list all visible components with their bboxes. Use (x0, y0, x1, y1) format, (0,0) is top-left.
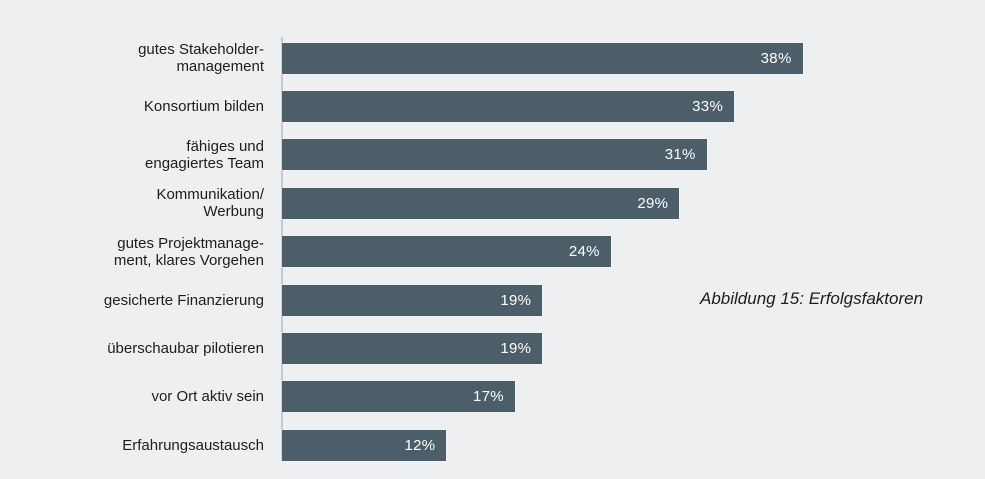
bar-value-label: 12% (404, 436, 436, 454)
bar: 12% (282, 429, 447, 461)
bar-track: 24% (282, 236, 985, 268)
category-label: gutes Projektmanage- ment, klares Vorgeh… (113, 234, 264, 269)
bar: 19% (282, 333, 543, 365)
bar-track: 31% (282, 139, 985, 171)
chart-rows: gutes Stakeholder- management 38% Konsorti… (0, 34, 985, 470)
bar-row: gutes Stakeholder- management 38% (0, 34, 985, 82)
category-label: gesicherte Finanzierung (103, 291, 264, 309)
bar: 24% (282, 236, 611, 268)
category-label: gutes Stakeholder- management (138, 41, 264, 76)
bar-row: gutes Projektmanage- ment, klares Vorgeh… (0, 228, 985, 276)
bar-value-label: 33% (692, 98, 724, 116)
bar-row: vor Ort aktiv sein 17% (0, 373, 985, 421)
figure-caption: Abbildung 15: Erfolgsfaktoren (700, 289, 924, 308)
bar-track: 33% (282, 91, 985, 123)
bar: 31% (282, 139, 707, 171)
bar-track: 12% (282, 429, 985, 461)
category-label: fähiges und engagiertes Team (145, 137, 264, 172)
bar-row: Konsortium bilden 33% (0, 82, 985, 130)
bar: 33% (282, 91, 735, 123)
bar-row: überschaubar pilotieren 19% (0, 324, 985, 372)
bar-track: 19% (282, 333, 985, 365)
category-label: vor Ort aktiv sein (151, 388, 264, 406)
category-label: Konsortium bilden (143, 98, 264, 116)
bar-row: fähiges und engagiertes Team 31% (0, 131, 985, 179)
bar-row: Erfahrungsaustausch 12% (0, 421, 985, 469)
bar-value-label: 38% (760, 49, 792, 67)
bar-track: 17% (282, 381, 985, 413)
category-label: Erfahrungsaustausch (122, 436, 264, 454)
bar-row: gesicherte Finanzierung 19% (0, 276, 985, 324)
bar: 38% (282, 42, 803, 74)
bar-value-label: 17% (472, 388, 504, 406)
bar-row: Kommunikation/ Werbung 29% (0, 179, 985, 227)
bar: 29% (282, 187, 680, 219)
bar-value-label: 19% (500, 291, 532, 309)
bar-value-label: 29% (637, 194, 669, 212)
category-label: überschaubar pilotieren (107, 340, 264, 358)
category-label: Kommunikation/ Werbung (156, 186, 264, 221)
bar: 17% (282, 381, 515, 413)
bar-value-label: 31% (664, 146, 696, 164)
bar-track: 19% (282, 284, 985, 316)
bar-track: 38% (282, 42, 985, 74)
bar-track: 29% (282, 187, 985, 219)
bar-value-label: 24% (568, 243, 600, 261)
bar: 19% (282, 284, 543, 316)
bar-value-label: 19% (500, 340, 532, 358)
